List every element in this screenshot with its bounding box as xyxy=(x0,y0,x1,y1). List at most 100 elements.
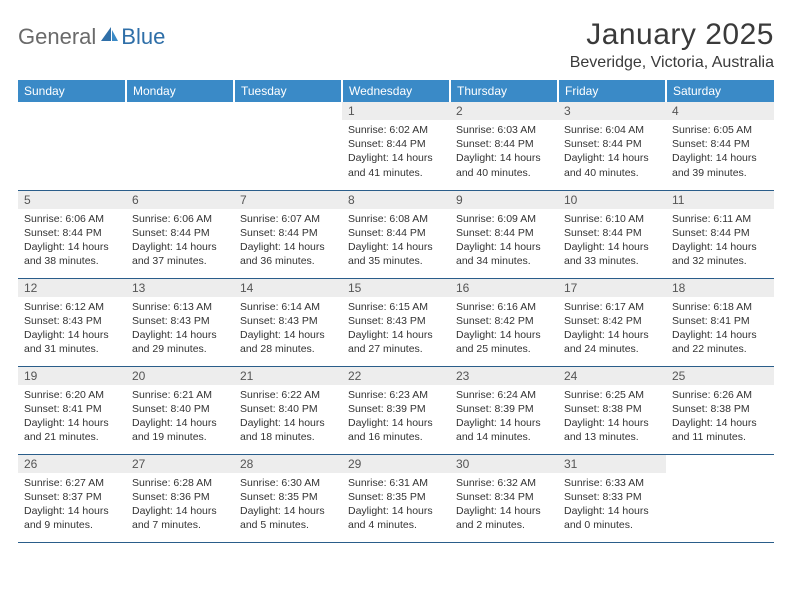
day-details: Sunrise: 6:13 AMSunset: 8:43 PMDaylight:… xyxy=(126,297,234,361)
day-details: Sunrise: 6:23 AMSunset: 8:39 PMDaylight:… xyxy=(342,385,450,449)
day-details: Sunrise: 6:05 AMSunset: 8:44 PMDaylight:… xyxy=(666,120,774,184)
sail-icon xyxy=(99,25,119,43)
calendar-day-cell: 6Sunrise: 6:06 AMSunset: 8:44 PMDaylight… xyxy=(126,190,234,278)
day-number: 4 xyxy=(666,102,774,120)
calendar-day-cell: 27Sunrise: 6:28 AMSunset: 8:36 PMDayligh… xyxy=(126,454,234,542)
weekday-header: Friday xyxy=(558,80,666,102)
day-details: Sunrise: 6:06 AMSunset: 8:44 PMDaylight:… xyxy=(18,209,126,273)
day-details: Sunrise: 6:15 AMSunset: 8:43 PMDaylight:… xyxy=(342,297,450,361)
calendar-day-cell: 28Sunrise: 6:30 AMSunset: 8:35 PMDayligh… xyxy=(234,454,342,542)
day-details: Sunrise: 6:11 AMSunset: 8:44 PMDaylight:… xyxy=(666,209,774,273)
day-number: 8 xyxy=(342,191,450,209)
day-number: 10 xyxy=(558,191,666,209)
day-number: 16 xyxy=(450,279,558,297)
calendar-week-row: 1Sunrise: 6:02 AMSunset: 8:44 PMDaylight… xyxy=(18,102,774,190)
day-details: Sunrise: 6:20 AMSunset: 8:41 PMDaylight:… xyxy=(18,385,126,449)
day-number: 29 xyxy=(342,455,450,473)
calendar-day-cell: 20Sunrise: 6:21 AMSunset: 8:40 PMDayligh… xyxy=(126,366,234,454)
day-details: Sunrise: 6:06 AMSunset: 8:44 PMDaylight:… xyxy=(126,209,234,273)
day-details: Sunrise: 6:27 AMSunset: 8:37 PMDaylight:… xyxy=(18,473,126,537)
day-number: 6 xyxy=(126,191,234,209)
day-number: 7 xyxy=(234,191,342,209)
calendar-day-cell: 30Sunrise: 6:32 AMSunset: 8:34 PMDayligh… xyxy=(450,454,558,542)
calendar-day-cell: 29Sunrise: 6:31 AMSunset: 8:35 PMDayligh… xyxy=(342,454,450,542)
day-number: 17 xyxy=(558,279,666,297)
day-number: 28 xyxy=(234,455,342,473)
calendar-day-cell: 24Sunrise: 6:25 AMSunset: 8:38 PMDayligh… xyxy=(558,366,666,454)
calendar-week-row: 26Sunrise: 6:27 AMSunset: 8:37 PMDayligh… xyxy=(18,454,774,542)
day-number: 13 xyxy=(126,279,234,297)
calendar-day-cell: 18Sunrise: 6:18 AMSunset: 8:41 PMDayligh… xyxy=(666,278,774,366)
day-details: Sunrise: 6:04 AMSunset: 8:44 PMDaylight:… xyxy=(558,120,666,184)
day-number: 18 xyxy=(666,279,774,297)
day-number: 2 xyxy=(450,102,558,120)
day-details: Sunrise: 6:09 AMSunset: 8:44 PMDaylight:… xyxy=(450,209,558,273)
day-number: 9 xyxy=(450,191,558,209)
day-number: 21 xyxy=(234,367,342,385)
weekday-header: Saturday xyxy=(666,80,774,102)
day-number: 23 xyxy=(450,367,558,385)
calendar-day-cell: 12Sunrise: 6:12 AMSunset: 8:43 PMDayligh… xyxy=(18,278,126,366)
calendar-week-row: 19Sunrise: 6:20 AMSunset: 8:41 PMDayligh… xyxy=(18,366,774,454)
calendar-day-cell: 11Sunrise: 6:11 AMSunset: 8:44 PMDayligh… xyxy=(666,190,774,278)
calendar-day-cell: 13Sunrise: 6:13 AMSunset: 8:43 PMDayligh… xyxy=(126,278,234,366)
calendar-day-cell: 31Sunrise: 6:33 AMSunset: 8:33 PMDayligh… xyxy=(558,454,666,542)
calendar-day-cell: 22Sunrise: 6:23 AMSunset: 8:39 PMDayligh… xyxy=(342,366,450,454)
calendar-day-cell: 4Sunrise: 6:05 AMSunset: 8:44 PMDaylight… xyxy=(666,102,774,190)
day-details: Sunrise: 6:28 AMSunset: 8:36 PMDaylight:… xyxy=(126,473,234,537)
calendar-day-cell: 7Sunrise: 6:07 AMSunset: 8:44 PMDaylight… xyxy=(234,190,342,278)
day-details: Sunrise: 6:21 AMSunset: 8:40 PMDaylight:… xyxy=(126,385,234,449)
day-details: Sunrise: 6:10 AMSunset: 8:44 PMDaylight:… xyxy=(558,209,666,273)
calendar-day-cell: 21Sunrise: 6:22 AMSunset: 8:40 PMDayligh… xyxy=(234,366,342,454)
day-details: Sunrise: 6:14 AMSunset: 8:43 PMDaylight:… xyxy=(234,297,342,361)
day-details: Sunrise: 6:16 AMSunset: 8:42 PMDaylight:… xyxy=(450,297,558,361)
calendar-day-cell: 15Sunrise: 6:15 AMSunset: 8:43 PMDayligh… xyxy=(342,278,450,366)
calendar-day-cell: 26Sunrise: 6:27 AMSunset: 8:37 PMDayligh… xyxy=(18,454,126,542)
calendar-day-cell xyxy=(666,454,774,542)
day-details: Sunrise: 6:02 AMSunset: 8:44 PMDaylight:… xyxy=(342,120,450,184)
day-details: Sunrise: 6:26 AMSunset: 8:38 PMDaylight:… xyxy=(666,385,774,449)
calendar-day-cell: 3Sunrise: 6:04 AMSunset: 8:44 PMDaylight… xyxy=(558,102,666,190)
day-details: Sunrise: 6:12 AMSunset: 8:43 PMDaylight:… xyxy=(18,297,126,361)
calendar-day-cell: 25Sunrise: 6:26 AMSunset: 8:38 PMDayligh… xyxy=(666,366,774,454)
location: Beveridge, Victoria, Australia xyxy=(570,54,774,72)
calendar-day-cell: 9Sunrise: 6:09 AMSunset: 8:44 PMDaylight… xyxy=(450,190,558,278)
calendar-day-cell: 23Sunrise: 6:24 AMSunset: 8:39 PMDayligh… xyxy=(450,366,558,454)
day-number: 25 xyxy=(666,367,774,385)
day-number: 19 xyxy=(18,367,126,385)
calendar-day-cell: 5Sunrise: 6:06 AMSunset: 8:44 PMDaylight… xyxy=(18,190,126,278)
day-details: Sunrise: 6:17 AMSunset: 8:42 PMDaylight:… xyxy=(558,297,666,361)
calendar-day-cell: 19Sunrise: 6:20 AMSunset: 8:41 PMDayligh… xyxy=(18,366,126,454)
calendar-day-cell: 16Sunrise: 6:16 AMSunset: 8:42 PMDayligh… xyxy=(450,278,558,366)
calendar-day-cell: 8Sunrise: 6:08 AMSunset: 8:44 PMDaylight… xyxy=(342,190,450,278)
day-number: 22 xyxy=(342,367,450,385)
header: General Blue January 2025 Beveridge, Vic… xyxy=(18,18,774,72)
day-details: Sunrise: 6:07 AMSunset: 8:44 PMDaylight:… xyxy=(234,209,342,273)
logo: General Blue xyxy=(18,18,165,50)
day-details: Sunrise: 6:22 AMSunset: 8:40 PMDaylight:… xyxy=(234,385,342,449)
weekday-header: Sunday xyxy=(18,80,126,102)
weekday-header: Monday xyxy=(126,80,234,102)
month-title: January 2025 xyxy=(570,18,774,52)
day-details: Sunrise: 6:33 AMSunset: 8:33 PMDaylight:… xyxy=(558,473,666,537)
weekday-header: Thursday xyxy=(450,80,558,102)
day-details: Sunrise: 6:30 AMSunset: 8:35 PMDaylight:… xyxy=(234,473,342,537)
day-number: 3 xyxy=(558,102,666,120)
day-number: 20 xyxy=(126,367,234,385)
calendar-day-cell xyxy=(18,102,126,190)
calendar-day-cell: 17Sunrise: 6:17 AMSunset: 8:42 PMDayligh… xyxy=(558,278,666,366)
calendar-week-row: 12Sunrise: 6:12 AMSunset: 8:43 PMDayligh… xyxy=(18,278,774,366)
calendar-day-cell xyxy=(234,102,342,190)
day-number: 1 xyxy=(342,102,450,120)
logo-text-general: General xyxy=(18,24,96,50)
weekday-header-row: Sunday Monday Tuesday Wednesday Thursday… xyxy=(18,80,774,102)
logo-text-blue: Blue xyxy=(121,24,165,50)
day-details: Sunrise: 6:08 AMSunset: 8:44 PMDaylight:… xyxy=(342,209,450,273)
day-number: 26 xyxy=(18,455,126,473)
calendar-day-cell: 10Sunrise: 6:10 AMSunset: 8:44 PMDayligh… xyxy=(558,190,666,278)
day-number: 30 xyxy=(450,455,558,473)
title-block: January 2025 Beveridge, Victoria, Austra… xyxy=(570,18,774,72)
calendar-body: 1Sunrise: 6:02 AMSunset: 8:44 PMDaylight… xyxy=(18,102,774,542)
calendar-table: Sunday Monday Tuesday Wednesday Thursday… xyxy=(18,80,774,543)
day-number: 27 xyxy=(126,455,234,473)
